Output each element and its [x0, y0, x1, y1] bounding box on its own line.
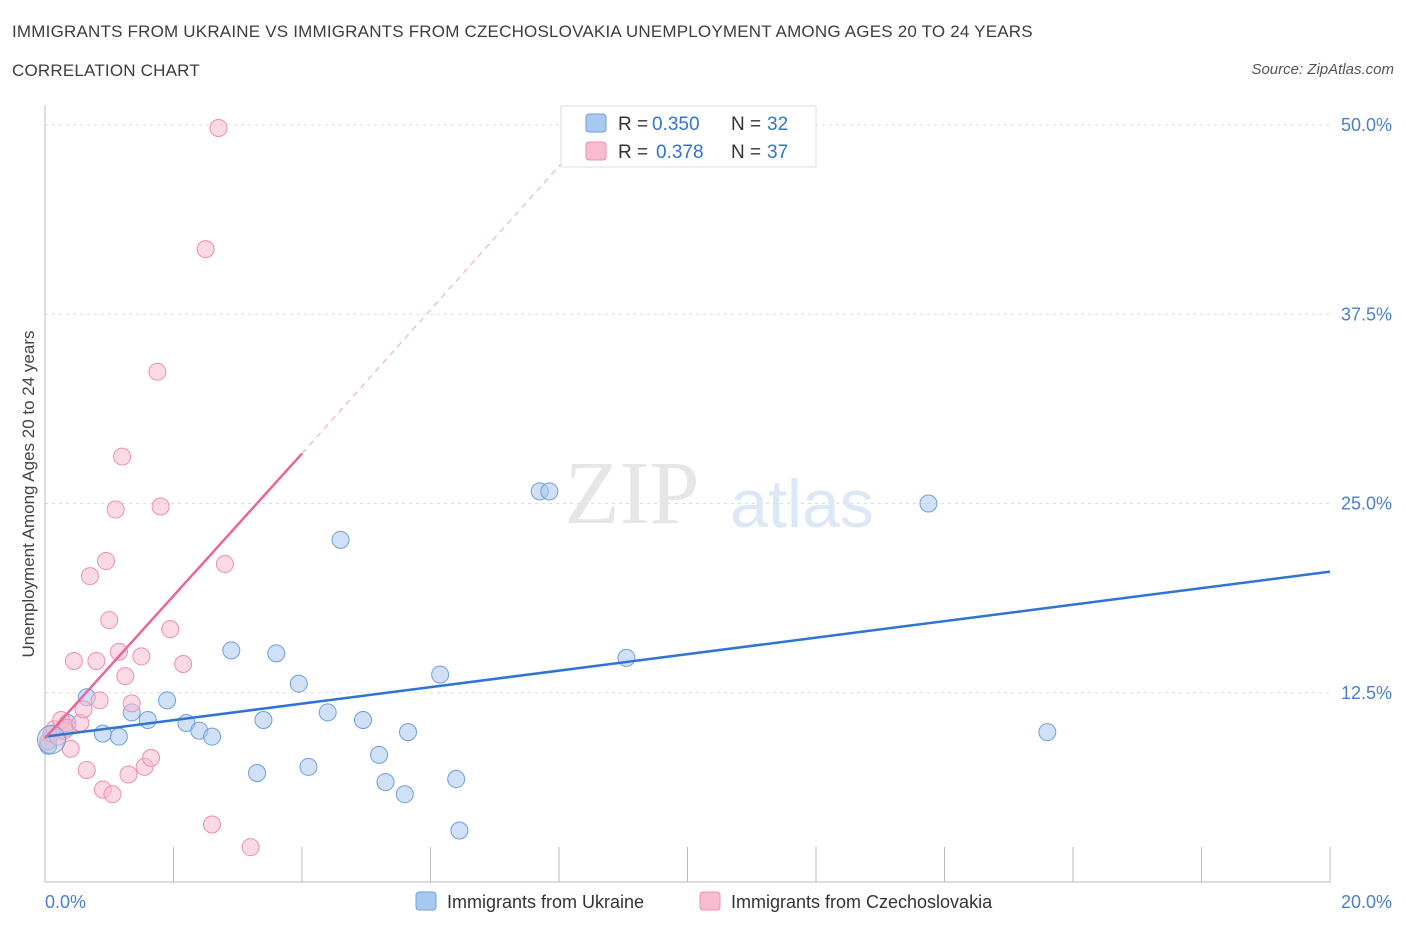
- chart-title: IMMIGRANTS FROM UKRAINE VS IMMIGRANTS FR…: [12, 22, 1033, 41]
- point-czechoslovakia: [113, 447, 132, 466]
- legend-n-value: 37: [767, 142, 788, 163]
- point-ukraine: [370, 745, 389, 764]
- point-ukraine: [222, 641, 241, 660]
- legend-r-label: R =: [618, 114, 648, 135]
- gridlines: [45, 124, 1330, 694]
- point-czechoslovakia: [103, 785, 122, 804]
- point-ukraine: [299, 757, 318, 776]
- point-ukraine: [919, 494, 938, 513]
- data-points: [36, 119, 1057, 857]
- point-ukraine: [431, 665, 450, 684]
- point-ukraine: [395, 785, 414, 804]
- point-ukraine: [399, 723, 418, 742]
- point-ukraine: [158, 691, 177, 710]
- source-label: Source: ZipAtlas.com: [1251, 61, 1394, 78]
- y-tick-label: 12.5%: [1341, 683, 1392, 703]
- point-czechoslovakia: [132, 647, 151, 666]
- point-czechoslovakia: [203, 815, 222, 834]
- point-czechoslovakia: [116, 667, 135, 686]
- legend-swatch-czechoslovakia: [585, 141, 607, 161]
- point-cluster-ukraine: [36, 725, 66, 755]
- point-ukraine: [254, 711, 273, 730]
- point-czechoslovakia: [215, 555, 234, 574]
- axes: [44, 105, 1331, 883]
- point-ukraine: [331, 530, 350, 549]
- watermark-zip: ZIP: [565, 444, 700, 543]
- series-legend: Immigrants from Ukraine Immigrants from …: [415, 891, 993, 912]
- point-ukraine: [540, 482, 559, 501]
- trend-line-ukraine: [44, 570, 1331, 738]
- point-czechoslovakia: [148, 362, 167, 381]
- legend-r-value: 0.350: [652, 114, 700, 135]
- point-ukraine: [203, 727, 222, 746]
- point-czechoslovakia: [106, 500, 125, 519]
- watermark-atlas: atlas: [730, 466, 874, 542]
- point-czechoslovakia: [80, 567, 99, 586]
- point-ukraine: [1038, 723, 1057, 742]
- point-ukraine: [447, 770, 466, 789]
- watermark: ZIP atlas: [565, 444, 874, 543]
- point-ukraine: [318, 703, 337, 722]
- x-tick-label: 20.0%: [1341, 892, 1392, 912]
- trend-extension-czechoslovakia: [301, 154, 570, 454]
- point-czechoslovakia: [97, 552, 116, 571]
- y-axis-label: Unemployment Among Ages 20 to 24 years: [19, 331, 38, 658]
- point-czechoslovakia: [196, 240, 215, 259]
- point-czechoslovakia: [77, 760, 96, 779]
- point-czechoslovakia: [241, 838, 260, 857]
- point-czechoslovakia: [142, 748, 161, 767]
- trend-line-czechoslovakia: [44, 452, 303, 740]
- trend-lines: [44, 154, 1331, 740]
- chart-subtitle: CORRELATION CHART: [12, 61, 200, 80]
- series-legend-label-ukraine: Immigrants from Ukraine: [447, 892, 644, 912]
- point-ukraine: [354, 711, 373, 730]
- point-ukraine: [289, 674, 308, 693]
- point-czechoslovakia: [74, 700, 93, 719]
- point-czechoslovakia: [209, 119, 228, 138]
- point-czechoslovakia: [151, 497, 170, 516]
- point-ukraine: [248, 763, 267, 782]
- point-ukraine: [450, 821, 469, 840]
- point-czechoslovakia: [109, 642, 128, 661]
- y-tick-label: 25.0%: [1341, 494, 1392, 514]
- point-czechoslovakia: [174, 654, 193, 673]
- legend-swatch-ukraine: [585, 113, 607, 133]
- y-tick-label: 37.5%: [1341, 304, 1392, 324]
- series-legend-swatch-czechoslovakia: [699, 891, 721, 911]
- point-czechoslovakia: [90, 691, 109, 710]
- stats-legend: R = 0.350 N = 32 R = 0.378 N = 37: [560, 105, 817, 168]
- legend-n-value: 32: [767, 114, 788, 135]
- point-czechoslovakia: [122, 694, 141, 713]
- point-ukraine: [109, 727, 128, 746]
- point-czechoslovakia: [119, 765, 138, 784]
- point-czechoslovakia: [87, 651, 106, 670]
- point-ukraine: [376, 773, 395, 792]
- tick-labels: 12.5% 25.0% 37.5% 50.0% 0.0% 20.0%: [45, 115, 1392, 912]
- point-ukraine: [138, 711, 157, 730]
- point-ukraine: [267, 644, 286, 663]
- legend-n-label: N =: [731, 114, 761, 135]
- legend-r-label: R =: [618, 142, 648, 163]
- x-tick-label: 0.0%: [45, 892, 86, 912]
- legend-n-label: N =: [731, 142, 761, 163]
- point-czechoslovakia: [161, 620, 180, 639]
- point-czechoslovakia: [100, 611, 119, 630]
- point-czechoslovakia: [64, 651, 83, 670]
- y-tick-label: 50.0%: [1341, 115, 1392, 135]
- series-legend-swatch-ukraine: [415, 891, 437, 911]
- series-legend-label-czechoslovakia: Immigrants from Czechoslovakia: [731, 892, 993, 912]
- legend-r-value: 0.378: [656, 142, 704, 163]
